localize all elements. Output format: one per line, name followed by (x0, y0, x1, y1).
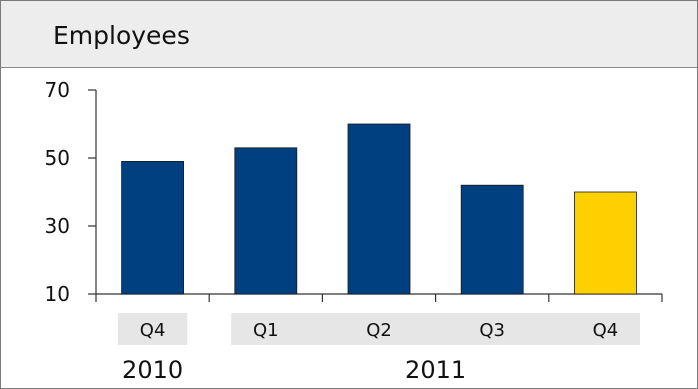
y-tick-label: 30 (45, 214, 70, 238)
y-tick-label: 10 (45, 282, 70, 306)
year-label: 2010 (122, 356, 183, 384)
bar (574, 191, 637, 295)
x-tick-label: Q2 (366, 320, 392, 341)
bar (347, 123, 411, 295)
y-tick-label: 70 (45, 78, 70, 102)
chart-header: Employees (1, 1, 697, 68)
x-tick-label: Q4 (140, 320, 166, 341)
x-tick-label: Q1 (253, 320, 279, 341)
category-label-box (231, 313, 640, 345)
category-label-box (118, 313, 188, 345)
chart-title: Employees (53, 21, 190, 50)
y-tick-label: 50 (45, 146, 70, 170)
x-tick-label: Q3 (479, 320, 505, 341)
bar (460, 184, 524, 295)
x-tick-label: Q4 (593, 320, 619, 341)
bar (121, 160, 184, 295)
bar (234, 147, 298, 295)
year-label: 2011 (405, 356, 466, 384)
